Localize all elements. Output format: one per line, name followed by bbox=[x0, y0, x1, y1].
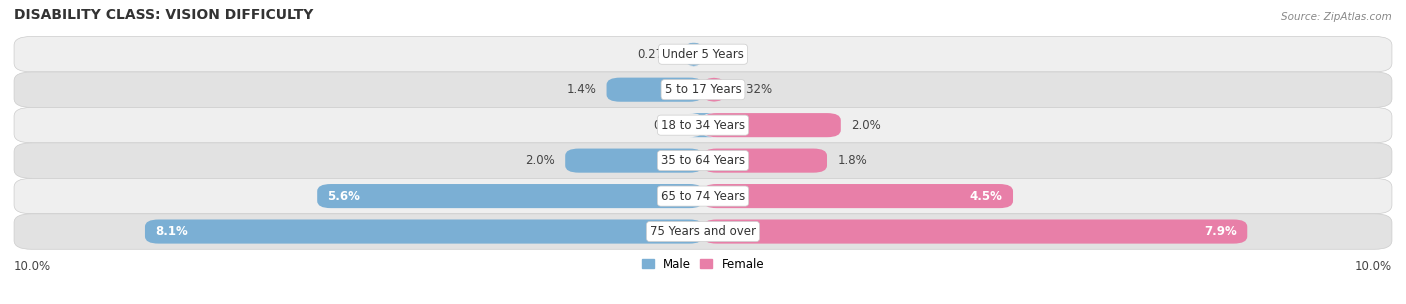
FancyBboxPatch shape bbox=[145, 219, 703, 244]
Text: 7.9%: 7.9% bbox=[1204, 225, 1237, 238]
Text: 10.0%: 10.0% bbox=[1355, 260, 1392, 273]
Text: 75 Years and over: 75 Years and over bbox=[650, 225, 756, 238]
Text: 1.4%: 1.4% bbox=[567, 83, 596, 96]
Text: 65 to 74 Years: 65 to 74 Years bbox=[661, 190, 745, 202]
Text: 8.1%: 8.1% bbox=[155, 225, 188, 238]
FancyBboxPatch shape bbox=[14, 72, 1392, 107]
FancyBboxPatch shape bbox=[14, 214, 1392, 249]
Text: DISABILITY CLASS: VISION DIFFICULTY: DISABILITY CLASS: VISION DIFFICULTY bbox=[14, 8, 314, 22]
Text: 0.32%: 0.32% bbox=[735, 83, 772, 96]
Text: Under 5 Years: Under 5 Years bbox=[662, 48, 744, 61]
FancyBboxPatch shape bbox=[703, 78, 725, 102]
Text: 0.27%: 0.27% bbox=[637, 48, 673, 61]
Text: 2.0%: 2.0% bbox=[524, 154, 555, 167]
FancyBboxPatch shape bbox=[606, 78, 703, 102]
Text: 2.0%: 2.0% bbox=[851, 119, 882, 132]
Legend: Male, Female: Male, Female bbox=[637, 253, 769, 275]
Text: 18 to 34 Years: 18 to 34 Years bbox=[661, 119, 745, 132]
Text: Source: ZipAtlas.com: Source: ZipAtlas.com bbox=[1281, 12, 1392, 22]
FancyBboxPatch shape bbox=[703, 219, 1247, 244]
Text: 1.8%: 1.8% bbox=[838, 154, 868, 167]
FancyBboxPatch shape bbox=[685, 42, 703, 66]
FancyBboxPatch shape bbox=[14, 107, 1392, 143]
FancyBboxPatch shape bbox=[318, 184, 703, 208]
FancyBboxPatch shape bbox=[703, 149, 827, 173]
FancyBboxPatch shape bbox=[689, 113, 714, 137]
FancyBboxPatch shape bbox=[703, 113, 841, 137]
Text: 0.03%: 0.03% bbox=[654, 119, 690, 132]
Text: 35 to 64 Years: 35 to 64 Years bbox=[661, 154, 745, 167]
FancyBboxPatch shape bbox=[565, 149, 703, 173]
FancyBboxPatch shape bbox=[703, 184, 1012, 208]
FancyBboxPatch shape bbox=[14, 143, 1392, 178]
FancyBboxPatch shape bbox=[14, 36, 1392, 72]
Text: 10.0%: 10.0% bbox=[14, 260, 51, 273]
Text: 4.5%: 4.5% bbox=[970, 190, 1002, 202]
FancyBboxPatch shape bbox=[14, 178, 1392, 214]
Text: 5 to 17 Years: 5 to 17 Years bbox=[665, 83, 741, 96]
Text: 5.6%: 5.6% bbox=[328, 190, 360, 202]
Text: 0.0%: 0.0% bbox=[713, 48, 742, 61]
